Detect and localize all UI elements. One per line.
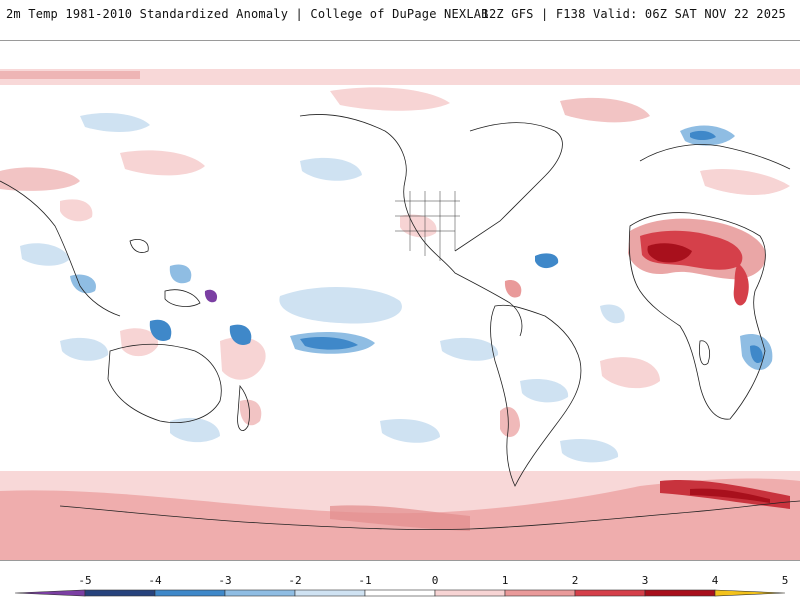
- coastlines: [0, 114, 800, 530]
- us-state-borders: [395, 191, 460, 261]
- colorbar-tick-label: 3: [642, 574, 649, 587]
- colorbar-tick-label: 2: [572, 574, 579, 587]
- colorbar-tick-label: 0: [432, 574, 439, 587]
- colorbar-tick-label: 5: [782, 574, 789, 587]
- colorbar-segment: [364, 589, 436, 597]
- colorbar-segment: [154, 589, 226, 597]
- colorbar-tick-label: 1: [502, 574, 509, 587]
- colorbar-segment: [434, 589, 506, 597]
- anomaly-map[interactable]: [0, 40, 800, 561]
- colorbar-tick-label: -1: [358, 574, 371, 587]
- colorbar-tick-label: -5: [78, 574, 91, 587]
- colorbar-segment: [14, 589, 86, 597]
- colorbar-segment: [224, 589, 296, 597]
- header-bar: 2m Temp 1981-2010 Standardized Anomaly |…: [0, 0, 800, 38]
- colorbar-tick-label: -3: [218, 574, 231, 587]
- map-title: 2m Temp 1981-2010 Standardized Anomaly |…: [6, 7, 489, 21]
- colorbar-segment: [574, 589, 646, 597]
- colorbar-segment: [84, 589, 156, 597]
- colorbar-svg: -5 -4 -3 -2 -1 0 1 2 3 4 5: [14, 574, 789, 597]
- colorbar-segment: [504, 589, 576, 597]
- colorbar-legend: -5 -4 -3 -2 -1 0 1 2 3 4 5: [0, 572, 800, 600]
- warm-anomaly-regions: [0, 69, 800, 560]
- colorbar-tick-label: 4: [712, 574, 719, 587]
- colorbar-tick-label: -4: [148, 574, 162, 587]
- cool-anomaly-regions: [20, 112, 773, 463]
- map-canvas: [0, 69, 800, 560]
- colorbar-segment: [294, 589, 366, 597]
- run-info: 12Z GFS | F138 Valid: 06Z SAT NOV 22 202…: [481, 7, 786, 21]
- colorbar-segment: [644, 589, 716, 597]
- colorbar-segment: [714, 589, 786, 597]
- colorbar-tick-label: -2: [288, 574, 301, 587]
